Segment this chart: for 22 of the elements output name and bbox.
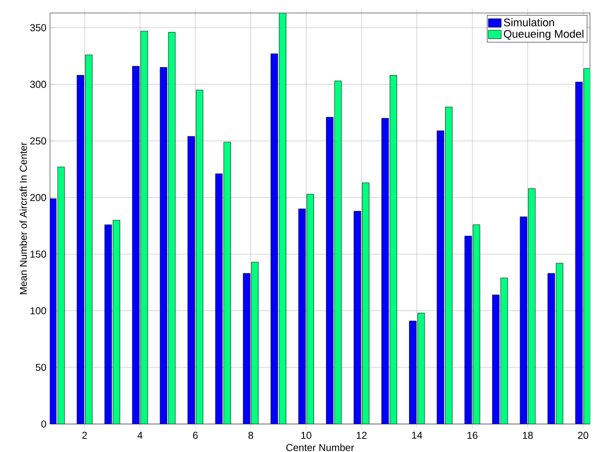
x-tick-label: 12 bbox=[356, 432, 367, 439]
y-tick-label: 0 bbox=[41, 420, 46, 428]
y-tick-label: 100 bbox=[30, 307, 46, 314]
x-tick-label: 8 bbox=[248, 432, 254, 439]
x-tick-label: 2 bbox=[82, 432, 87, 439]
y-tick-label: 150 bbox=[30, 250, 46, 258]
x-tick-label: 4 bbox=[137, 432, 142, 439]
x-tick-label: 10 bbox=[301, 432, 312, 439]
y-tick-label: 50 bbox=[36, 364, 46, 371]
y-tick-label: 200 bbox=[30, 194, 46, 202]
x-tick-label: 14 bbox=[412, 432, 422, 439]
x-tick-label: 20 bbox=[578, 432, 588, 439]
y-tick-label: 300 bbox=[30, 80, 46, 88]
x-axis-title: Center Number bbox=[286, 444, 354, 452]
y-tick-label: 350 bbox=[30, 24, 46, 32]
y-tick-label: 250 bbox=[30, 137, 46, 144]
legend-label: Queueing Model bbox=[504, 30, 584, 40]
x-tick-label: 18 bbox=[522, 432, 533, 439]
x-tick-label: 16 bbox=[468, 432, 478, 439]
y-axis-title: Mean Number of Aircraft In Center bbox=[20, 142, 27, 294]
legend-label: Simulation bbox=[504, 18, 554, 26]
x-tick-label: 6 bbox=[193, 432, 198, 439]
